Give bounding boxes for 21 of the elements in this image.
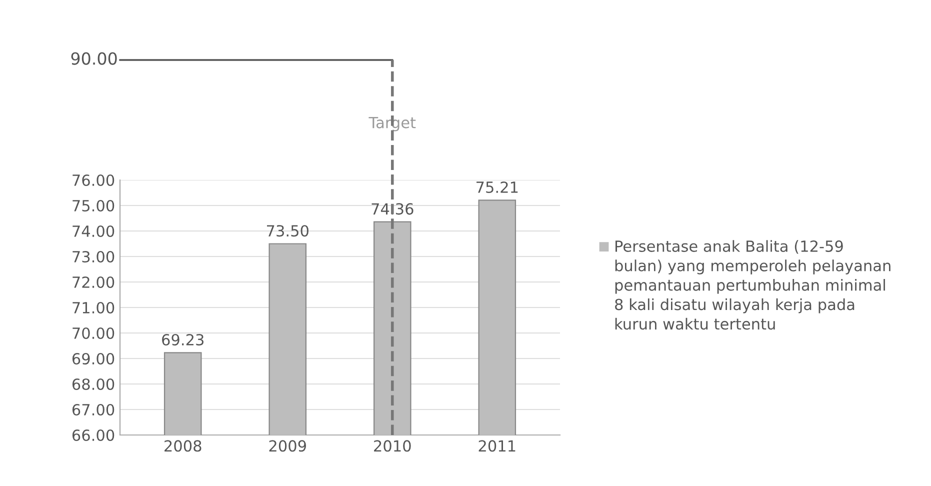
text: 75.21 (476, 181, 518, 194)
y-tick-label: 74.00 (72, 225, 114, 238)
y-tick-label: 67.00 (72, 404, 114, 416)
ref-line-label: Target (368, 116, 416, 132)
y-tick-label: 73.00 (72, 250, 114, 263)
y-tick-label: 66.00 (72, 429, 114, 442)
text: 90.00 (71, 52, 117, 65)
y-tick-label: 76.00 (72, 174, 114, 186)
text: 69.23 (162, 334, 204, 346)
x-tick-label: 2008 (164, 440, 202, 452)
y-tick-label: 71.00 (72, 302, 114, 314)
legend-label: Persentase anak Balita (12-59 bulan) yang memperoleh pelayanan pemantauan pertumbuhan minimal 8 kali disatu wilayah kerja pada kurun waktu tertentu (615, 240, 890, 330)
x-tick-label: 2011 (478, 440, 516, 452)
text: 73.50 (267, 225, 308, 237)
y-tick-label: 70.00 (72, 327, 114, 340)
y-tick-label: 69.00 (72, 352, 114, 365)
x-tick-label: 2010 (374, 440, 411, 452)
y-tick-label: 68.00 (72, 378, 114, 390)
y-tick-label: 72.00 (72, 276, 114, 288)
x-tick-label: 2009 (269, 440, 306, 452)
y-tick-label: 75.00 (72, 200, 114, 212)
